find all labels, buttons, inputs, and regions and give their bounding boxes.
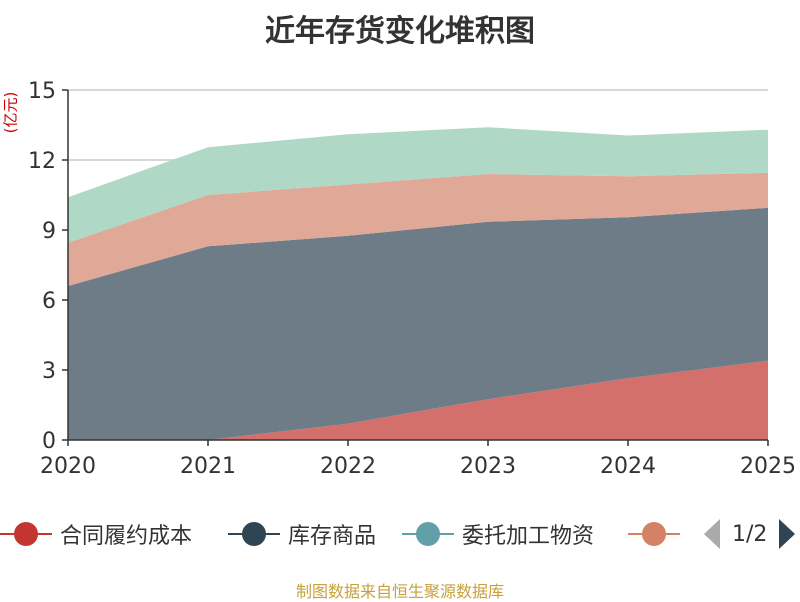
legend-next-page-icon[interactable] xyxy=(779,519,796,549)
area-series-2 xyxy=(68,172,768,286)
data-source-note: 制图数据来自恒生聚源数据库 xyxy=(295,582,504,601)
legend-marker-icon xyxy=(228,516,280,552)
legend-marker-icon xyxy=(0,516,52,552)
area-series-3 xyxy=(68,127,768,243)
y-tick-label: 6 xyxy=(42,289,56,314)
legend-item[interactable]: 库存商品 xyxy=(228,516,376,552)
area-series-1 xyxy=(68,207,768,440)
y-tick-label: 12 xyxy=(28,149,56,174)
legend-item[interactable]: 委托加工物资 xyxy=(402,516,594,552)
y-tick-label: 3 xyxy=(42,359,56,384)
legend-item[interactable] xyxy=(628,516,688,552)
y-tick-label: 15 xyxy=(28,79,56,104)
y-tick-label: 0 xyxy=(42,429,56,454)
legend-pager: 1/2 xyxy=(700,516,800,552)
x-tick-label: 2020 xyxy=(40,454,96,479)
legend-label: 委托加工物资 xyxy=(462,524,595,549)
legend-page-indicator: 1/2 xyxy=(732,521,768,547)
x-tick-label: 2023 xyxy=(460,454,516,479)
x-tick-label: 2025 xyxy=(740,454,796,479)
x-tick-label: 2024 xyxy=(600,454,656,479)
chart-title: 近年存货变化堆积图 xyxy=(265,14,535,49)
legend-item[interactable]: 合同履约成本 xyxy=(0,516,192,552)
x-tick-label: 2021 xyxy=(180,454,236,479)
legend-marker-icon xyxy=(628,516,680,552)
y-tick-label: 9 xyxy=(42,219,56,244)
x-tick-label: 2022 xyxy=(320,454,376,479)
legend-prev-page-icon[interactable] xyxy=(704,519,720,549)
area-series-0 xyxy=(208,360,768,440)
legend: 合同履约成本 库存商品 委托加工物资 xyxy=(0,516,690,552)
legend-marker-icon xyxy=(402,516,454,552)
legend-label: 合同履约成本 xyxy=(60,524,193,549)
legend-label: 库存商品 xyxy=(288,524,377,549)
